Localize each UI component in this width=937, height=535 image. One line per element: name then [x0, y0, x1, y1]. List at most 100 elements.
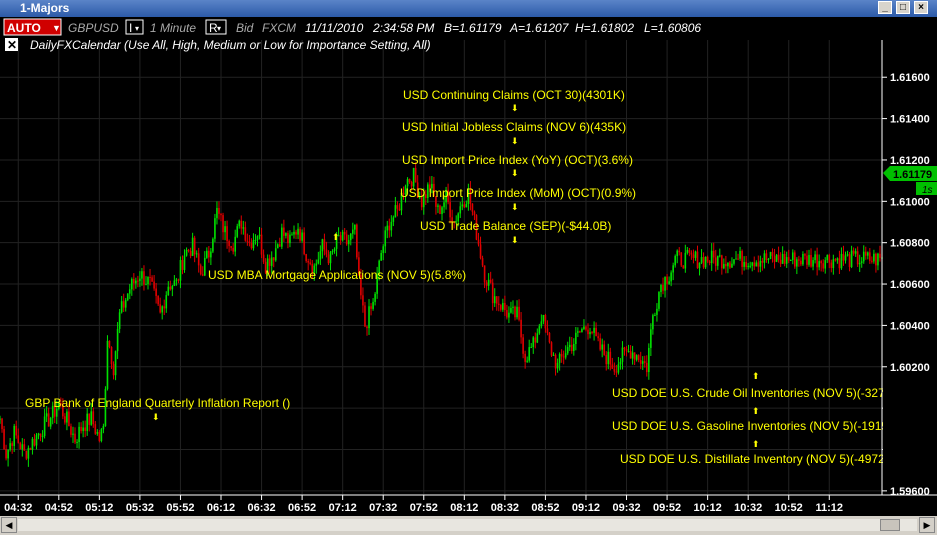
candle [96, 429, 99, 436]
candle [818, 254, 820, 271]
window-title-bar: 1-Majors _ □ × [0, 0, 937, 17]
scroll-track[interactable] [18, 519, 917, 531]
event-usd-import-price-yoy[interactable]: USD Import Price Index (YoY) (OCT)(3.6%) [402, 153, 633, 167]
candle [493, 288, 496, 307]
candle [479, 236, 482, 260]
candle [654, 312, 656, 317]
candle [611, 357, 614, 370]
candle [698, 262, 701, 276]
candle [834, 258, 837, 262]
candle [806, 250, 808, 269]
candle [339, 231, 342, 245]
candle [51, 401, 54, 425]
candle [416, 175, 419, 198]
candle [167, 281, 170, 296]
candle [473, 210, 476, 221]
candle [0, 415, 1, 424]
interval-button[interactable] [125, 19, 144, 35]
candle [299, 226, 301, 243]
remove-indicator-button[interactable] [5, 38, 18, 51]
candle [276, 243, 279, 249]
candle [820, 259, 822, 272]
y-tick-label: 1.60800 [890, 238, 930, 250]
candle [64, 413, 66, 425]
candle [775, 254, 778, 263]
event-gbp-boe-inflation[interactable]: GBP Bank of England Quarterly Inflation … [25, 396, 290, 410]
candle [680, 252, 683, 268]
candle [155, 283, 157, 304]
candle [246, 233, 249, 246]
candle [315, 259, 318, 274]
candle [524, 350, 526, 369]
candle [264, 258, 267, 275]
candle [98, 430, 101, 443]
price-chart[interactable]: 1.61600 1.61400 1.61200 1.61000 1.60800 1.606… [0, 17, 937, 516]
last-price-label: 1.61179 [893, 169, 932, 181]
candle [741, 249, 743, 275]
candle [218, 201, 220, 220]
candle [526, 356, 528, 363]
candle [303, 227, 305, 256]
candle [469, 181, 472, 211]
candle [260, 227, 263, 259]
ask-readout: A=1.61207 [509, 21, 570, 35]
event-usd-doe-gasoline[interactable]: USD DOE U.S. Gasoline Inventories (NOV 5… [612, 419, 900, 433]
maximize-button[interactable]: □ [896, 1, 910, 14]
close-button[interactable]: × [914, 1, 928, 14]
candle [562, 350, 565, 365]
event-usd-doe-crude[interactable]: USD DOE U.S. Crude Oil Inventories (NOV … [612, 386, 903, 400]
candle [337, 227, 340, 237]
window-title: 1-Majors [20, 1, 70, 15]
x-tick-label: 09:52 [653, 502, 681, 514]
candle [124, 298, 127, 312]
candle [627, 344, 630, 353]
horizontal-scrollbar[interactable]: ◀ ▶ [0, 516, 937, 535]
event-usd-doe-distillate[interactable]: USD DOE U.S. Distillate Inventory (NOV 5… [620, 452, 897, 466]
candle [615, 364, 618, 378]
candle [864, 246, 867, 260]
scroll-left-button[interactable]: ◀ [1, 517, 17, 533]
x-tick-label: 06:52 [288, 502, 316, 514]
candle [802, 251, 804, 266]
candle [84, 420, 86, 438]
candle [37, 432, 40, 440]
scroll-right-button[interactable]: ▶ [919, 517, 935, 533]
candle [445, 186, 447, 210]
candle [175, 277, 178, 286]
scroll-thumb[interactable] [880, 519, 900, 531]
r-button[interactable] [205, 19, 227, 35]
candle [516, 300, 518, 320]
candle [362, 287, 364, 313]
event-usd-initial-jobless-claims[interactable]: USD Initial Jobless Claims (NOV 6)(435K) [402, 120, 626, 134]
candle [331, 249, 334, 255]
candle [704, 256, 707, 270]
candle [285, 232, 287, 239]
event-usd-import-price-mom[interactable]: USD Import Price Index (MoM) (OCT)(0.9%) [400, 186, 636, 200]
candle [92, 407, 95, 428]
candle [858, 254, 861, 273]
candle [633, 352, 636, 366]
auto-mode-button[interactable] [3, 18, 62, 36]
candle [398, 203, 401, 211]
candle [222, 212, 224, 240]
minimize-button[interactable]: _ [878, 1, 892, 14]
candle [433, 176, 435, 197]
symbol-label[interactable]: GBPUSD [68, 21, 119, 35]
candle [210, 247, 212, 266]
candle [400, 192, 403, 216]
event-usd-trade-balance[interactable]: USD Trade Balance (SEP)(-$44.0B) [420, 219, 611, 233]
event-usd-mba-mortgage[interactable]: USD MBA Mortgage Applications (NOV 5)(5.… [208, 268, 466, 282]
candle [372, 298, 374, 311]
candle [556, 358, 559, 373]
x-tick-label: 04:32 [4, 502, 32, 514]
event-usd-continuing-claims[interactable]: USD Continuing Claims (OCT 30)(4301K) [403, 88, 625, 102]
candle [489, 271, 492, 284]
candle [652, 313, 654, 335]
candle [808, 249, 810, 267]
candle [114, 350, 117, 381]
x-tick-label: 07:12 [329, 502, 357, 514]
candle [603, 340, 606, 356]
candle [5, 444, 7, 461]
candle [386, 220, 389, 239]
candle [153, 275, 155, 291]
